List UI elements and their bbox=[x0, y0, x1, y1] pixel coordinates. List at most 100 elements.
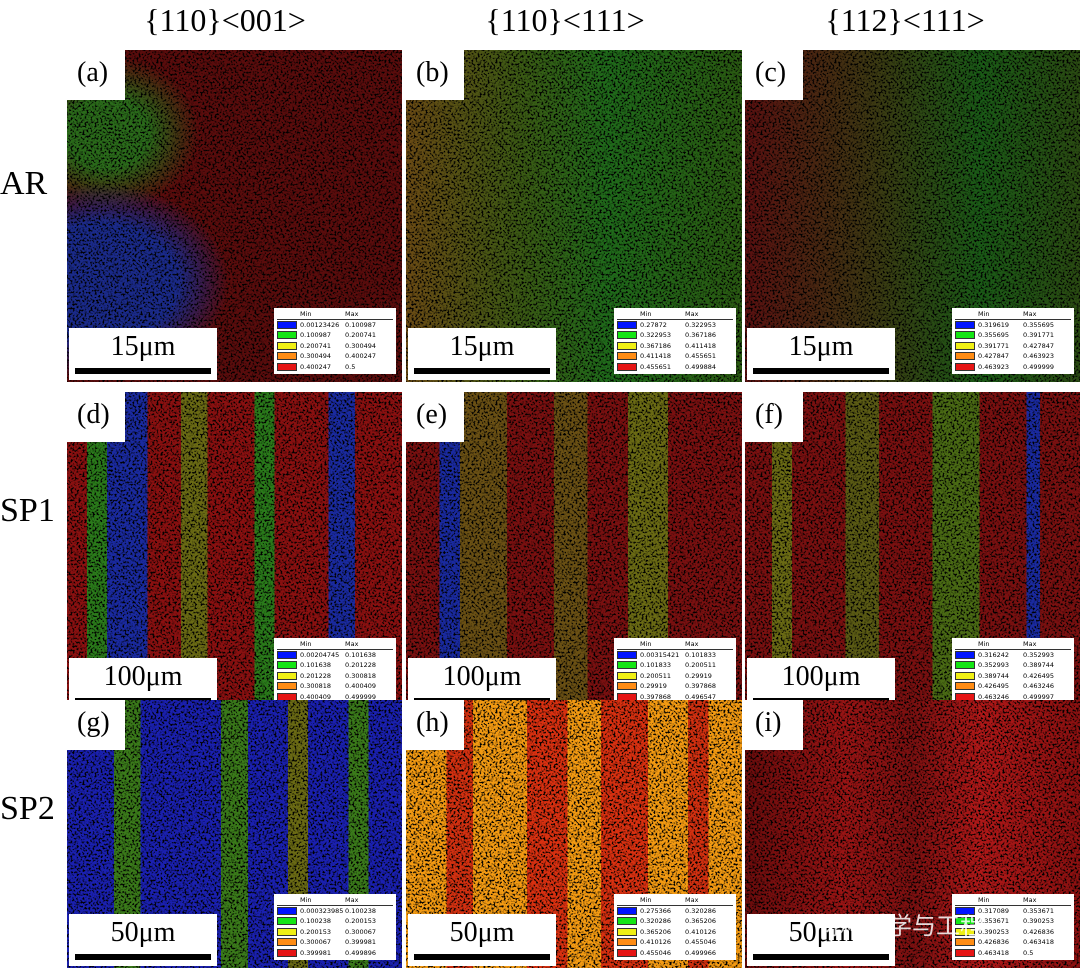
legend-min: 0.367186 bbox=[640, 341, 672, 350]
legend-header: Min Max bbox=[617, 640, 733, 650]
legend-min: 0.455651 bbox=[640, 362, 672, 371]
legend-row: 0.455046 0.499966 bbox=[617, 948, 733, 959]
legend-min: 0.426836 bbox=[978, 938, 1010, 947]
legend-max: 0.29919 bbox=[685, 671, 712, 680]
legend-min: 0.275366 bbox=[640, 906, 672, 915]
scale-bar-line bbox=[753, 954, 889, 960]
legend-max: 0.397868 bbox=[685, 682, 717, 691]
scale-bar: 15μm bbox=[69, 328, 217, 380]
legend-max: 0.367186 bbox=[685, 331, 717, 340]
scale-bar-text: 15μm bbox=[110, 331, 176, 362]
legend-min: 0.00315421 bbox=[640, 650, 680, 659]
legend: Min Max 0.316242 0.352993 0.352993 0.389744 0.… bbox=[952, 637, 1074, 704]
column-header: {110}<111> bbox=[485, 2, 645, 38]
scale-bar-text: 50μm bbox=[449, 917, 515, 948]
ebsd-map: (d) 100μm Min Max 0.00204745 0.101638 0.101638… bbox=[67, 392, 402, 712]
legend-row: 0.200153 0.300067 bbox=[277, 927, 393, 938]
legend-max: 0.410126 bbox=[685, 927, 717, 936]
legend: Min Max 0.317089 0.353671 0.353671 0.390253 0.… bbox=[952, 893, 1074, 960]
legend-min: 0.101833 bbox=[640, 661, 672, 670]
legend-max: 0.200741 bbox=[345, 331, 377, 340]
legend-swatch bbox=[955, 927, 975, 936]
legend-max: 0.499884 bbox=[685, 362, 717, 371]
legend-swatch bbox=[277, 352, 297, 361]
legend-min: 0.300067 bbox=[300, 938, 332, 947]
legend-max-head: Max bbox=[685, 896, 699, 904]
legend-max: 0.455046 bbox=[685, 938, 717, 947]
row-label: SP2 bbox=[0, 790, 55, 827]
legend-max-head: Max bbox=[685, 640, 699, 648]
legend-max-head: Max bbox=[1023, 640, 1037, 648]
legend-max: 0.389744 bbox=[1023, 661, 1055, 670]
legend-max: 0.463418 bbox=[1023, 938, 1055, 947]
legend-max: 0.101638 bbox=[345, 650, 377, 659]
legend-max: 0.300494 bbox=[345, 341, 377, 350]
legend-max: 0.399981 bbox=[345, 938, 377, 947]
legend-swatch bbox=[955, 650, 975, 659]
legend-swatch bbox=[955, 917, 975, 926]
legend-max: 0.391771 bbox=[1023, 331, 1055, 340]
legend-min: 0.200741 bbox=[300, 341, 332, 350]
scale-bar-text: 15μm bbox=[788, 331, 854, 362]
ebsd-map: (f) 100μm Min Max 0.316242 0.352993 0.352993 0.… bbox=[745, 392, 1080, 712]
legend-max-head: Max bbox=[685, 310, 699, 318]
legend-swatch bbox=[955, 906, 975, 915]
legend-row: 0.389744 0.426495 bbox=[955, 671, 1071, 682]
legend-swatch bbox=[277, 331, 297, 340]
legend-swatch bbox=[955, 661, 975, 670]
ebsd-map: (h) 50μm Min Max 0.275366 0.320286 0.320286 0.3… bbox=[406, 700, 742, 968]
legend-max: 0.101833 bbox=[685, 650, 717, 659]
legend-swatch bbox=[617, 671, 637, 680]
legend-min: 0.399981 bbox=[300, 948, 332, 957]
legend-row: 0.300818 0.400409 bbox=[277, 681, 393, 692]
scale-bar-text: 50μm bbox=[788, 917, 854, 948]
legend-min: 0.000323985 bbox=[300, 906, 344, 915]
legend-max: 0.463923 bbox=[1023, 352, 1055, 361]
legend-row: 0.367186 0.411418 bbox=[617, 341, 733, 352]
scale-bar-text: 100μm bbox=[781, 661, 861, 692]
legend-min-head: Min bbox=[640, 896, 652, 904]
legend-swatch bbox=[277, 320, 297, 329]
legend-header: Min Max bbox=[617, 310, 733, 320]
panel-label: (b) bbox=[406, 50, 464, 100]
legend-max-head: Max bbox=[1023, 896, 1037, 904]
legend-row: 0.000323985 0.100238 bbox=[277, 906, 393, 917]
legend-swatch bbox=[955, 320, 975, 329]
legend-min: 0.300494 bbox=[300, 352, 332, 361]
panel-label: (d) bbox=[67, 392, 125, 442]
legend-row: 0.365206 0.410126 bbox=[617, 927, 733, 938]
legend-min: 0.397868 bbox=[640, 692, 672, 701]
legend-row: 0.29919 0.397868 bbox=[617, 681, 733, 692]
legend-swatch bbox=[955, 362, 975, 371]
legend-row: 0.410126 0.455046 bbox=[617, 937, 733, 948]
legend-swatch bbox=[617, 362, 637, 371]
legend-max: 0.100987 bbox=[345, 320, 377, 329]
legend-min: 0.391771 bbox=[978, 341, 1010, 350]
legend-row: 0.300494 0.400247 bbox=[277, 351, 393, 362]
scale-bar-line bbox=[75, 368, 211, 374]
legend-max: 0.5 bbox=[345, 362, 356, 371]
legend-swatch bbox=[277, 661, 297, 670]
legend-row: 0.316242 0.352993 bbox=[955, 650, 1071, 661]
legend-swatch bbox=[955, 948, 975, 957]
legend-max-head: Max bbox=[345, 896, 359, 904]
legend-swatch bbox=[277, 341, 297, 350]
legend-swatch bbox=[617, 650, 637, 659]
legend-row: 0.400247 0.5 bbox=[277, 362, 393, 373]
legend: Min Max 0.00204745 0.101638 0.101638 0.201228… bbox=[274, 637, 396, 704]
legend-row: 0.300067 0.399981 bbox=[277, 937, 393, 948]
legend-swatch bbox=[955, 341, 975, 350]
legend-min: 0.427847 bbox=[978, 352, 1010, 361]
legend-swatch bbox=[617, 352, 637, 361]
legend-min-head: Min bbox=[300, 310, 312, 318]
legend-min: 0.322953 bbox=[640, 331, 672, 340]
legend-max: 0.200511 bbox=[685, 661, 717, 670]
scale-bar-line bbox=[414, 954, 550, 960]
legend-max: 0.427847 bbox=[1023, 341, 1055, 350]
legend-max-head: Max bbox=[345, 310, 359, 318]
legend-swatch bbox=[617, 341, 637, 350]
legend-min-head: Min bbox=[978, 640, 990, 648]
legend-max: 0.390253 bbox=[1023, 917, 1055, 926]
legend-row: 0.319619 0.355695 bbox=[955, 320, 1071, 331]
scale-bar-text: 100μm bbox=[442, 661, 522, 692]
